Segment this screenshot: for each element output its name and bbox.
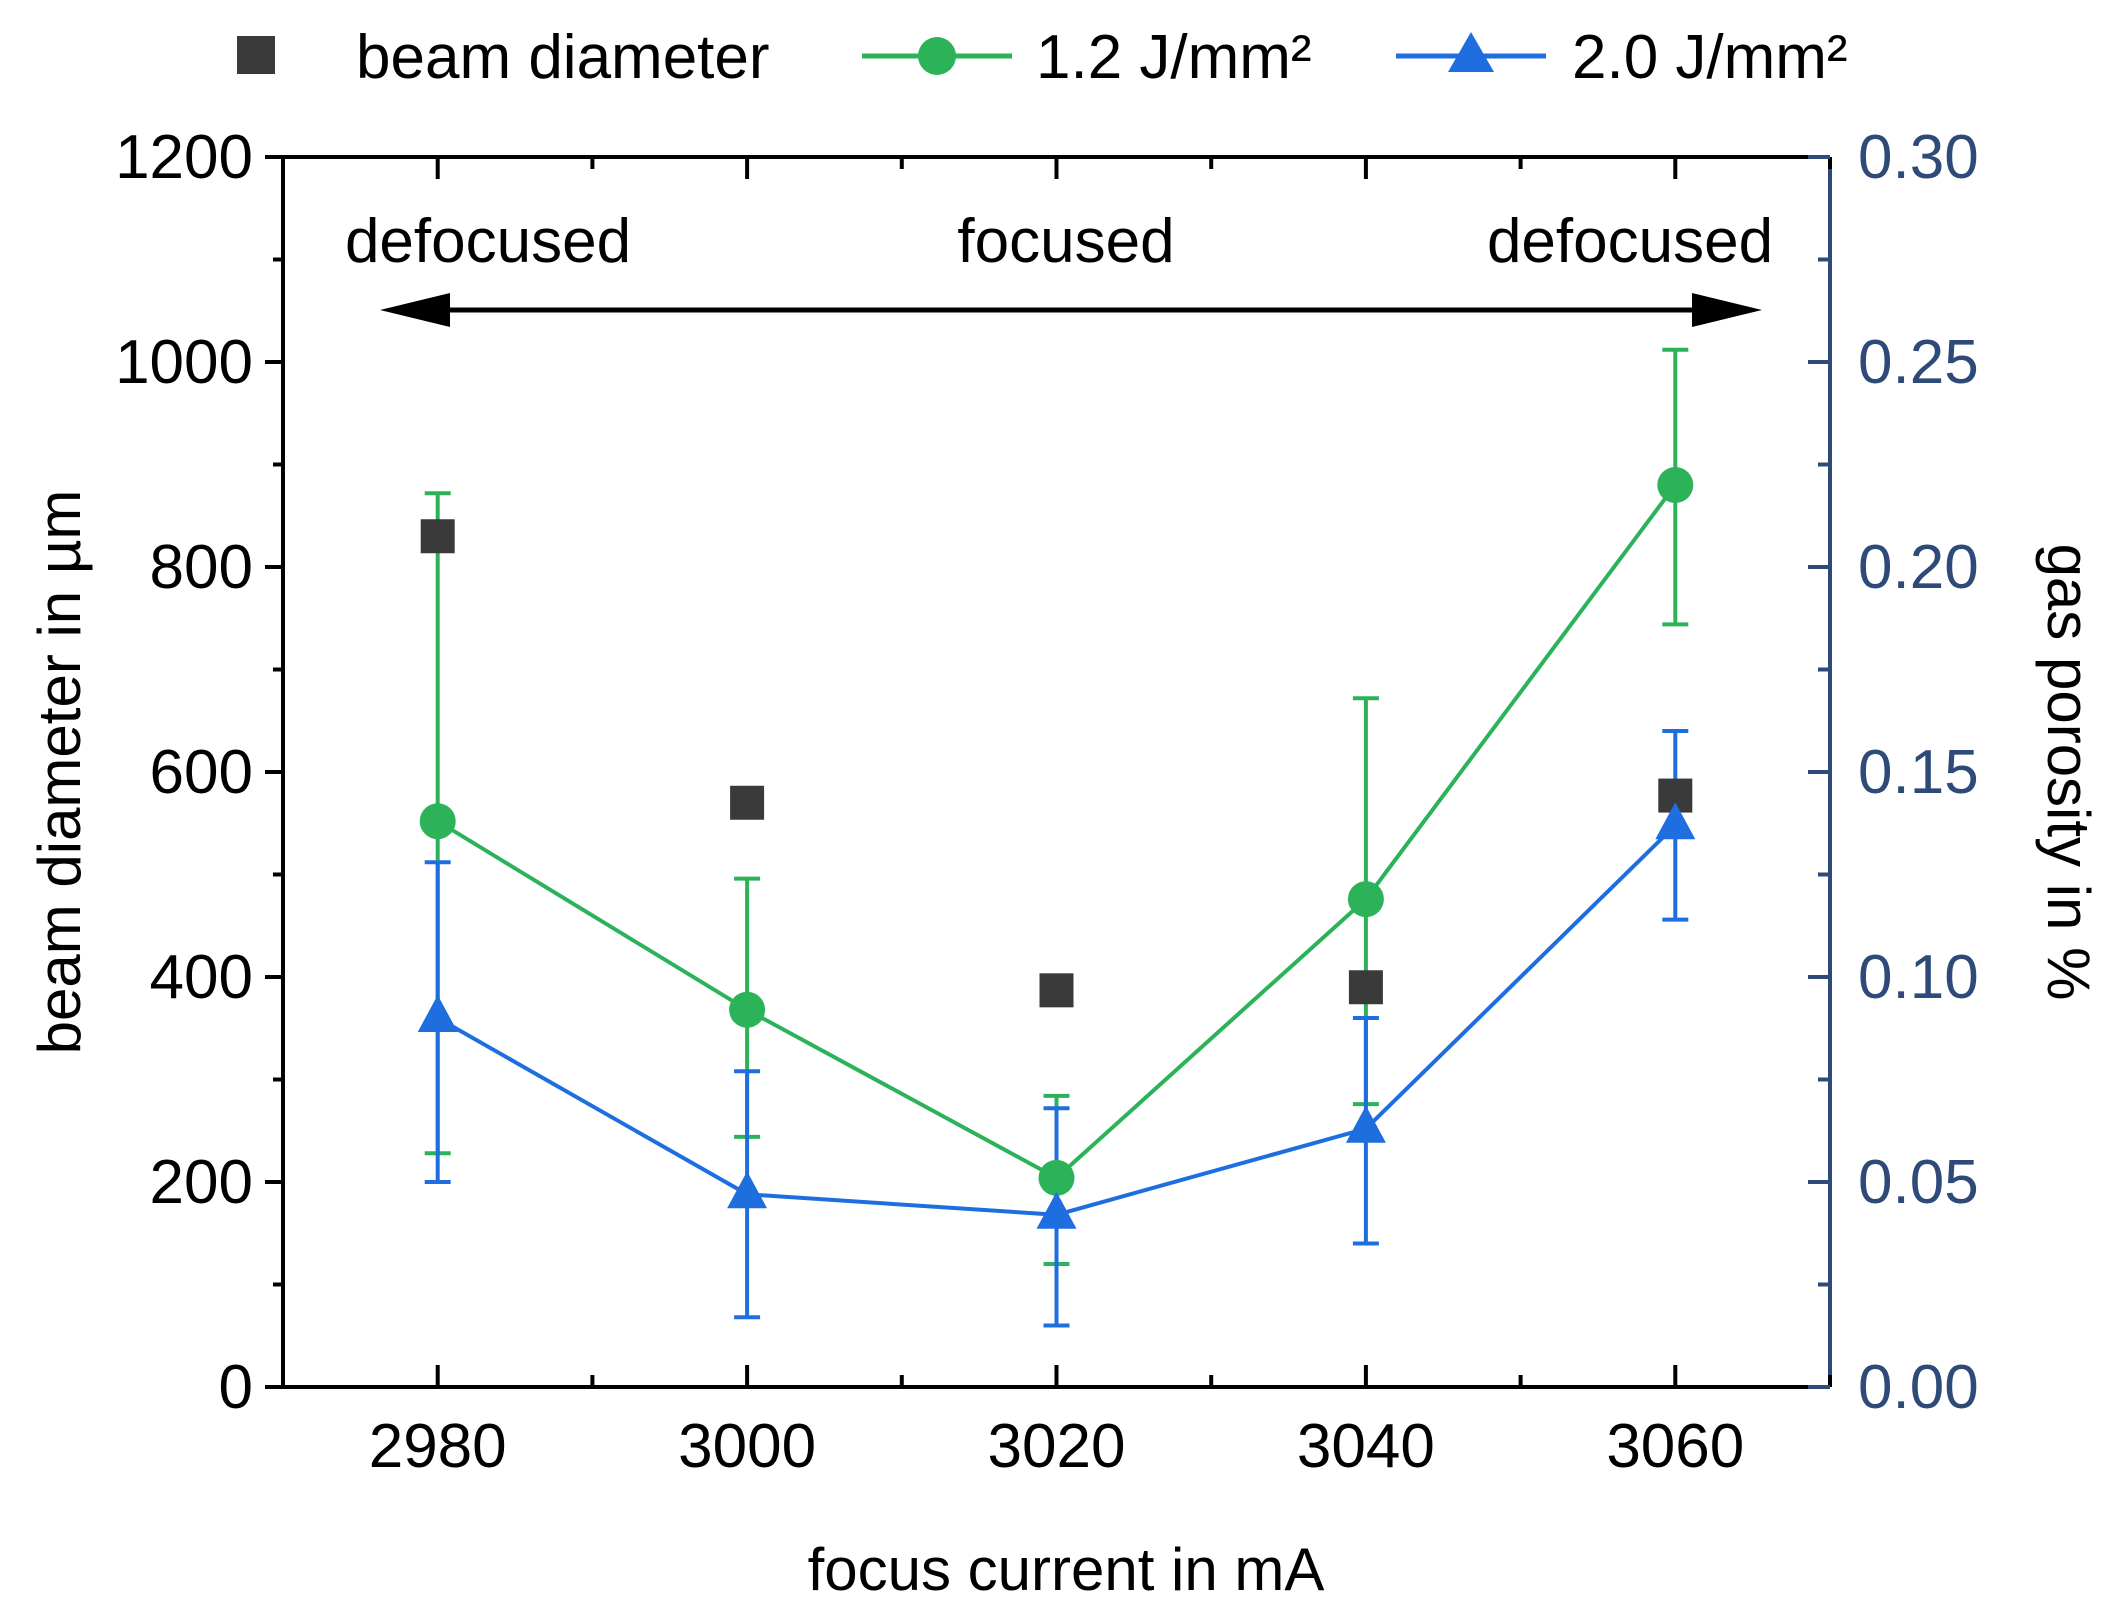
annotation-defocused-left: defocused xyxy=(345,207,631,276)
series-1 xyxy=(419,467,1694,1196)
series-0 xyxy=(420,519,1693,1008)
y-left-tick-label: 400 xyxy=(150,943,253,1012)
data-point-circle xyxy=(1657,467,1694,503)
x-tick-label: 3020 xyxy=(988,1412,1126,1481)
x-tick-label: 2980 xyxy=(369,1412,507,1481)
data-point-square xyxy=(420,519,455,554)
data-point-circle xyxy=(419,803,456,840)
legend-label-2-0: 2.0 J/mm² xyxy=(1572,23,1848,92)
y-right-tick-label: 0.05 xyxy=(1858,1148,1979,1217)
y-right-tick-label: 0.15 xyxy=(1858,738,1979,807)
arrow-head-right xyxy=(1692,293,1762,327)
y-left-tick-label: 1200 xyxy=(115,123,253,192)
data-point-square xyxy=(1039,973,1074,1008)
legend-label-beam-diameter: beam diameter xyxy=(356,23,770,92)
y-right-tick-label: 0.20 xyxy=(1858,533,1979,602)
legend-marker-2-0 xyxy=(1448,32,1494,72)
x-tick-label: 3060 xyxy=(1606,1412,1744,1481)
legend: beam diameter 1.2 J/mm² 2.0 J/mm² xyxy=(237,23,1848,92)
errorbars-series-2 xyxy=(424,729,1689,1328)
y-left-tick-label: 1000 xyxy=(115,328,253,397)
data-point-triangle xyxy=(1036,1191,1077,1229)
y-left-tick-label: 600 xyxy=(150,738,253,807)
legend-marker-beam-diameter xyxy=(237,36,275,74)
ticks xyxy=(265,155,1832,1389)
y-right-tick-label: 0.00 xyxy=(1858,1353,1979,1422)
legend-label-1-2: 1.2 J/mm² xyxy=(1036,23,1312,92)
data-point-square xyxy=(1348,970,1383,1005)
y-right-tick-label: 0.30 xyxy=(1858,123,1979,192)
data-point-triangle xyxy=(417,995,458,1032)
series-layer xyxy=(417,347,1696,1328)
data-point-circle xyxy=(1347,881,1384,918)
data-point-triangle xyxy=(1345,1105,1386,1143)
y-axis-right-title: gas porosity in % xyxy=(2035,544,2102,1001)
x-tick-label: 3000 xyxy=(678,1412,816,1481)
y-axis-left-title: beam diameter in µm xyxy=(26,490,93,1055)
x-axis-title: focus current in mA xyxy=(808,1536,1325,1603)
y-left-tick-label: 200 xyxy=(150,1148,253,1217)
y-left-tick-label: 800 xyxy=(150,533,253,602)
data-point-circle xyxy=(1038,1159,1075,1196)
focus-range-arrow xyxy=(380,293,1762,327)
annotation-defocused-right: defocused xyxy=(1487,207,1773,276)
series-line xyxy=(436,483,1677,1181)
y-right-tick-label: 0.10 xyxy=(1858,943,1979,1012)
data-point-triangle xyxy=(1655,802,1696,840)
annotation-focused: focused xyxy=(957,207,1174,276)
y-left-tick-label: 0 xyxy=(219,1353,253,1422)
arrow-head-left xyxy=(380,293,450,327)
y-right-tick-label: 0.25 xyxy=(1858,328,1979,397)
legend-marker-1-2 xyxy=(918,37,956,75)
data-point-triangle xyxy=(727,1171,768,1209)
data-point-square xyxy=(730,785,765,820)
series-2 xyxy=(417,802,1696,1229)
data-point-circle xyxy=(729,991,766,1028)
x-tick-label: 3040 xyxy=(1297,1412,1435,1481)
tick-labels: 2980 3000 3020 3040 3060 0 200 400 600 800 1000 120… xyxy=(115,123,1979,1481)
